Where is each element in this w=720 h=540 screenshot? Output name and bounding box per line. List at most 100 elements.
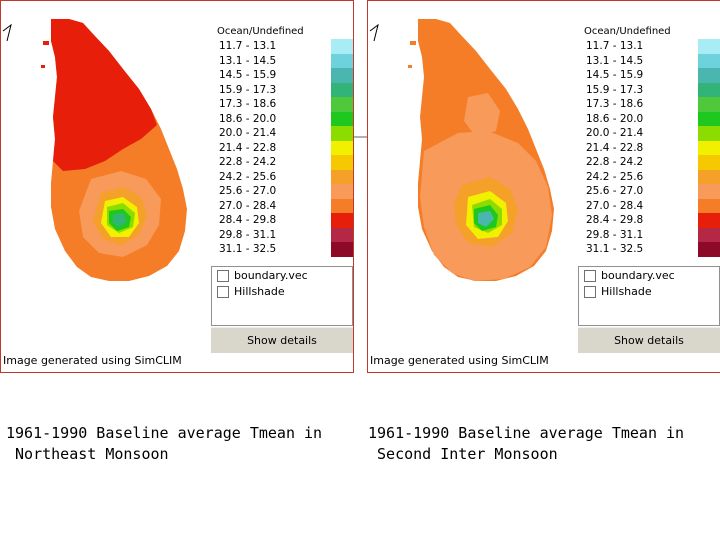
legend-row: 18.6 - 20.0 [213, 111, 353, 126]
legend-swatch [698, 53, 720, 68]
legend-row: 31.1 - 32.5 [213, 242, 353, 257]
legend-label: 31.1 - 32.5 [219, 243, 277, 255]
legend-swatch [331, 97, 353, 112]
sri-lanka-temperature-map [2, 19, 187, 281]
legend-label: 11.7 - 13.1 [586, 40, 644, 52]
west-islet-2 [408, 65, 412, 68]
legend-row: 24.2 - 25.6 [580, 169, 720, 184]
show-details-button[interactable]: Show details [578, 327, 720, 353]
legend-label: 15.9 - 17.3 [586, 83, 644, 96]
legend-header: Ocean/Undefined [217, 26, 304, 37]
legend-row: 13.1 - 14.5 [213, 53, 353, 68]
layer-boundary-label: boundary.vec [234, 269, 308, 282]
legend-label: 17.3 - 18.6 [586, 98, 644, 110]
legend-label: 31.1 - 32.5 [586, 243, 644, 255]
legend-swatch [331, 213, 353, 228]
legend-label: 27.0 - 28.4 [586, 199, 644, 212]
layer-hillshade[interactable]: Hillshade [212, 284, 352, 299]
legend-label: 25.6 - 27.0 [219, 185, 277, 197]
legend-swatch [331, 82, 353, 97]
legend-swatch [698, 155, 720, 170]
west-islet-2 [41, 65, 45, 68]
legend-swatch [698, 169, 720, 184]
legend-swatch [698, 68, 720, 83]
layer-hillshade-label: Hillshade [234, 285, 285, 298]
legend-label: 18.6 - 20.0 [586, 112, 644, 125]
legend-row: 20.0 - 21.4 [580, 126, 720, 141]
legend-label: 21.4 - 22.8 [586, 141, 644, 154]
legend-row: 25.6 - 27.0 [213, 184, 353, 199]
east-inland-patch [464, 93, 500, 137]
legend-swatch [331, 184, 353, 199]
west-islet [43, 41, 49, 45]
layer-boundary[interactable]: boundary.vec [579, 268, 719, 283]
legend-label: 13.1 - 14.5 [219, 54, 277, 67]
legend-row: 20.0 - 21.4 [213, 126, 353, 141]
legend-label: 17.3 - 18.6 [219, 98, 277, 110]
legend-swatch [698, 213, 720, 228]
north-coast-outline [2, 23, 12, 42]
show-details-button[interactable]: Show details [211, 327, 353, 353]
boundary-checkbox[interactable] [217, 270, 229, 282]
sri-lanka-temperature-map [369, 19, 554, 281]
legend-swatch [331, 140, 353, 155]
legend-label: 14.5 - 15.9 [586, 69, 644, 81]
legend-row: 31.1 - 32.5 [580, 242, 720, 257]
legend-label: 27.0 - 28.4 [219, 199, 277, 212]
legend-swatch [698, 227, 720, 242]
hillshade-checkbox[interactable] [217, 286, 229, 298]
legend-row: 25.6 - 27.0 [580, 184, 720, 199]
legend-row: 28.4 - 29.8 [213, 213, 353, 228]
north-hot-zone [51, 19, 157, 171]
legend-swatch [331, 155, 353, 170]
highland-teal [113, 213, 127, 227]
legend-swatch [698, 111, 720, 126]
legend-label: 14.5 - 15.9 [219, 69, 277, 81]
layer-boundary[interactable]: boundary.vec [212, 268, 352, 283]
layers-list: boundary.vec Hillshade [578, 266, 720, 326]
legend-label: 22.8 - 24.2 [586, 156, 644, 168]
credit-text: Image generated using SimCLIM [370, 354, 549, 367]
legend-swatch [698, 82, 720, 97]
legend-swatch [331, 68, 353, 83]
legend-row: 14.5 - 15.9 [580, 68, 720, 83]
caption-northeast-monsoon: 1961-1990 Baseline average Tmean in Nort… [6, 423, 322, 465]
legend-swatch [331, 198, 353, 213]
legend-swatch [698, 184, 720, 199]
legend-swatch [698, 126, 720, 141]
legend-swatch [331, 242, 353, 257]
legend: Ocean/Undefined 11.7 - 13.1 13.1 - 14.5 14… [213, 21, 353, 257]
west-islet [410, 41, 416, 45]
hillshade-checkbox[interactable] [584, 286, 596, 298]
legend-label: 18.6 - 20.0 [219, 112, 277, 125]
layer-boundary-label: boundary.vec [601, 269, 675, 282]
legend-row: 28.4 - 29.8 [580, 213, 720, 228]
legend-swatch [331, 169, 353, 184]
legend-row: 29.8 - 31.1 [580, 227, 720, 242]
legend-label: 25.6 - 27.0 [586, 185, 644, 197]
layers-list: boundary.vec Hillshade [211, 266, 353, 326]
legend-row: 21.4 - 22.8 [213, 140, 353, 155]
legend-swatch [331, 111, 353, 126]
legend-row: 22.8 - 24.2 [580, 155, 720, 170]
legend: Ocean/Undefined 11.7 - 13.1 13.1 - 14.5 14… [580, 21, 720, 257]
legend-label: 20.0 - 21.4 [219, 127, 277, 139]
legend-row: 27.0 - 28.4 [580, 198, 720, 213]
legend-row: 21.4 - 22.8 [580, 140, 720, 155]
legend-swatch [331, 39, 353, 54]
caption-line-2: Second Inter Monsoon [368, 445, 558, 463]
legend-row: 11.7 - 13.1 [213, 39, 353, 54]
legend-label: 28.4 - 29.8 [219, 214, 277, 226]
legend-row: 24.2 - 25.6 [213, 169, 353, 184]
legend-row: 14.5 - 15.9 [213, 68, 353, 83]
legend-swatch [331, 227, 353, 242]
legend-label: 24.2 - 25.6 [586, 170, 644, 183]
legend-swatch [331, 53, 353, 68]
layer-hillshade[interactable]: Hillshade [579, 284, 719, 299]
panel-divider-line [353, 136, 368, 138]
legend-row: 15.9 - 17.3 [580, 82, 720, 97]
legend-row: 11.7 - 13.1 [580, 39, 720, 54]
boundary-checkbox[interactable] [584, 270, 596, 282]
legend-label: 15.9 - 17.3 [219, 83, 277, 96]
legend-swatch [698, 39, 720, 54]
